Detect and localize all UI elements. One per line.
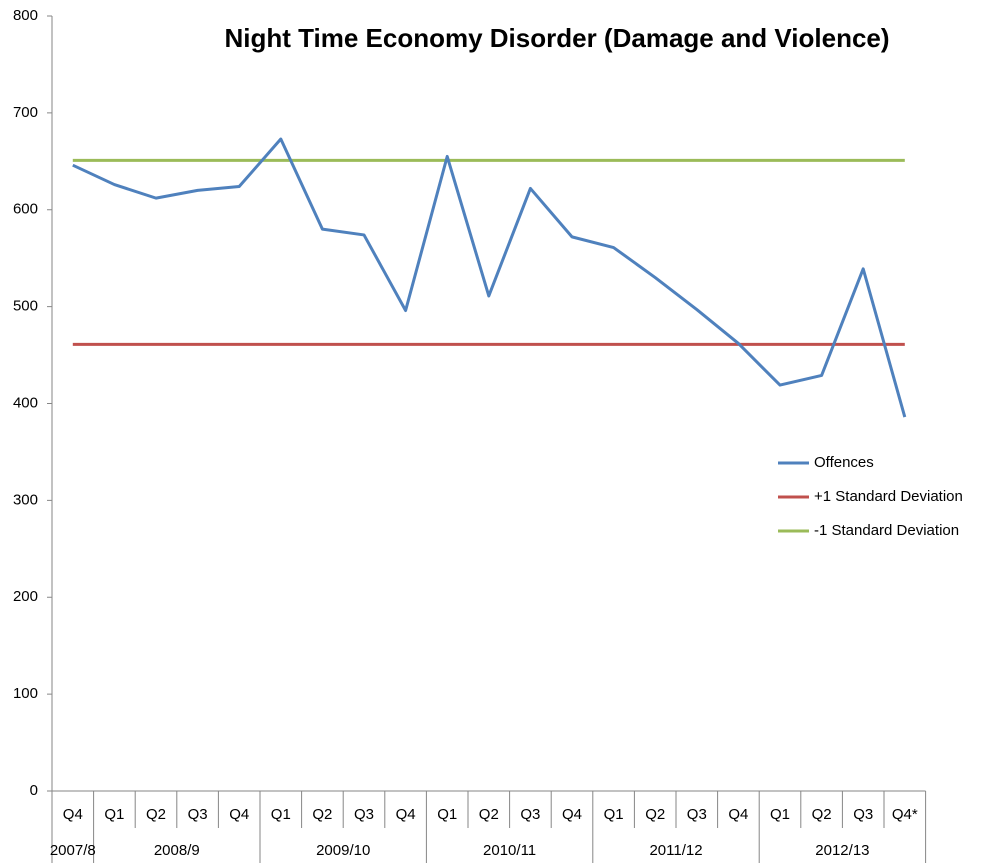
x-tick-label: Q4 (562, 806, 582, 823)
series-line (72, 137, 907, 418)
x-tick-label: Q2 (479, 806, 499, 823)
y-tick-label: 200 (13, 588, 38, 605)
group-label: 2007/8 (50, 842, 96, 859)
y-tick-label: 400 (13, 394, 38, 411)
x-tick-label: Q4 (63, 806, 83, 823)
group-label: 2008/9 (154, 842, 200, 859)
x-tick-label: Q4 (728, 806, 748, 823)
chart-title: Night Time Economy Disorder (Damage and … (224, 23, 889, 53)
y-tick-label: 800 (13, 7, 38, 24)
x-tick-label: Q3 (687, 806, 707, 823)
y-tick-label: 600 (13, 201, 38, 218)
x-tick-label: Q3 (188, 806, 208, 823)
group-label: 2010/11 (483, 842, 536, 859)
x-tick-label: Q3 (354, 806, 374, 823)
y-tick-label: 300 (13, 491, 38, 508)
x-tick-label: Q2 (645, 806, 665, 823)
x-tick-label: Q1 (271, 806, 291, 823)
group-label: 2012/13 (815, 842, 869, 859)
x-tick-label: Q4 (396, 806, 416, 823)
x-tick-label: Q2 (146, 806, 166, 823)
group-label: 2009/10 (316, 842, 370, 859)
legend-label: -1 Standard Deviation (814, 522, 959, 539)
y-tick-label: 700 (13, 104, 38, 121)
x-tick-label: Q3 (853, 806, 873, 823)
x-tick-label: Q1 (104, 806, 124, 823)
x-tick-label: Q3 (520, 806, 540, 823)
group-label: 2011/12 (649, 842, 702, 859)
x-tick-label: Q2 (312, 806, 332, 823)
legend-label: Offences (814, 454, 874, 471)
legend-label: +1 Standard Deviation (814, 488, 963, 505)
y-tick-label: 100 (13, 685, 38, 702)
x-tick-label: Q4 (229, 806, 249, 823)
x-tick-label: Q1 (604, 806, 624, 823)
x-tick-label: Q2 (812, 806, 832, 823)
x-tick-label: Q1 (437, 806, 457, 823)
y-tick-label: 0 (30, 782, 38, 799)
y-tick-label: 500 (13, 298, 38, 315)
x-tick-label: Q1 (770, 806, 790, 823)
x-tick-label: Q4* (892, 806, 918, 823)
